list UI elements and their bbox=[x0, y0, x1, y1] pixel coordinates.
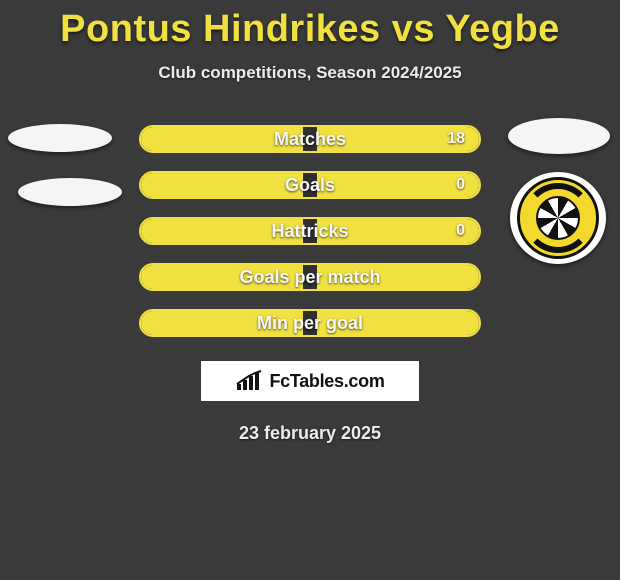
left-player-badge-1 bbox=[8, 124, 112, 152]
stat-row: Min per goal bbox=[139, 309, 481, 337]
left-player-badge-2 bbox=[18, 178, 122, 206]
page-title: Pontus Hindrikes vs Yegbe bbox=[0, 0, 620, 51]
stat-label: Min per goal bbox=[257, 313, 363, 334]
stat-label: Hattricks bbox=[271, 221, 348, 242]
stat-fill-right bbox=[317, 173, 479, 197]
stat-value-right: 0 bbox=[456, 176, 465, 194]
right-player-badge-1 bbox=[508, 118, 610, 154]
stat-label: Goals per match bbox=[239, 267, 380, 288]
date-label: 23 february 2025 bbox=[0, 423, 620, 444]
stat-fill-left bbox=[141, 173, 303, 197]
stat-row: Matches 18 bbox=[139, 125, 481, 153]
brand-box: FcTables.com bbox=[201, 361, 419, 401]
brand-chart-icon bbox=[235, 370, 263, 392]
stat-row: Goals 0 bbox=[139, 171, 481, 199]
club-crest bbox=[510, 172, 606, 264]
brand-text: FcTables.com bbox=[269, 371, 384, 392]
stat-label: Goals bbox=[285, 175, 335, 196]
stat-label: Matches bbox=[274, 129, 346, 150]
stat-value-right: 18 bbox=[447, 130, 465, 148]
stat-row: Goals per match bbox=[139, 263, 481, 291]
page-subtitle: Club competitions, Season 2024/2025 bbox=[0, 63, 620, 83]
stat-row: Hattricks 0 bbox=[139, 217, 481, 245]
stat-value-right: 0 bbox=[456, 222, 465, 240]
